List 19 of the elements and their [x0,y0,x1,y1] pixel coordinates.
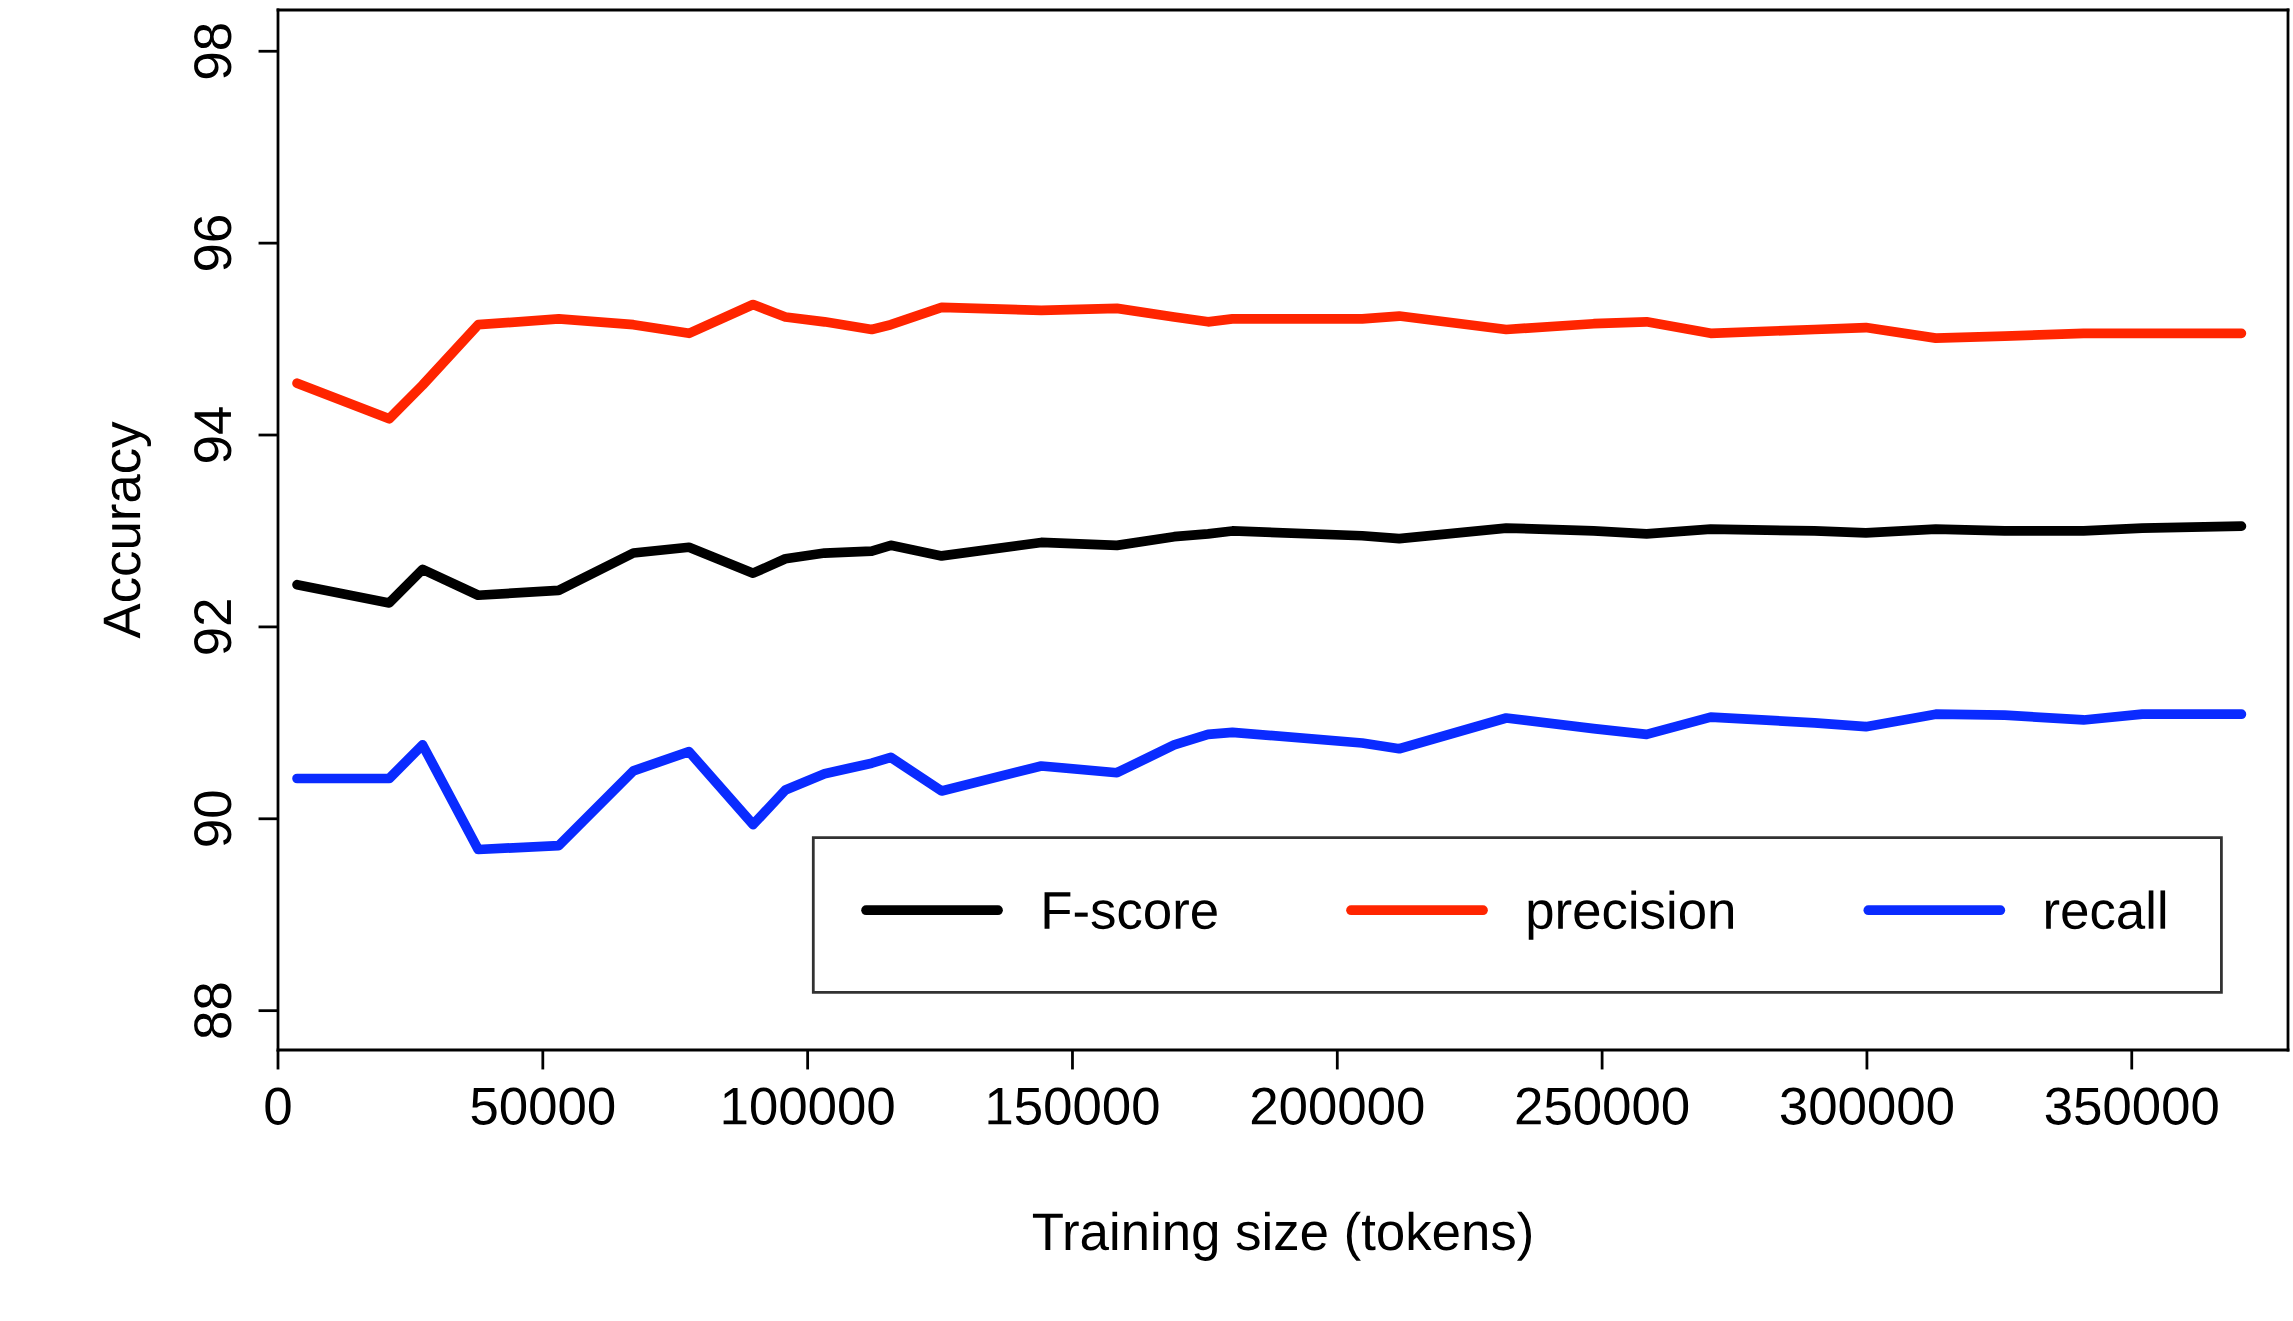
y-tick-label: 92 [194,600,232,654]
x-tick-label: 200000 [1251,1087,1424,1125]
y-tick-label: 96 [194,216,232,271]
x-axis-title: Training size (tokens) [1032,1211,1532,1261]
x-tick-label: 350000 [2045,1087,2218,1125]
x-tick-label: 250000 [1516,1087,1689,1125]
x-tick-label: 0 [265,1087,291,1125]
x-tick-label: 100000 [723,1087,894,1125]
legend-label: F-score [1044,892,1217,930]
x-tick-label: 150000 [988,1087,1159,1125]
y-axis-title: Accuracy [103,421,152,639]
y-tick-label: 88 [194,983,232,1038]
legend-label: precision [1528,890,1733,940]
x-tick-label: 300000 [1780,1087,1953,1125]
y-tick-label: 90 [194,791,232,846]
y-tick-label: 98 [194,24,232,79]
y-tick-label: 94 [194,407,232,462]
x-tick-label: 50000 [471,1087,615,1125]
legend-label: recall [2046,890,2166,930]
